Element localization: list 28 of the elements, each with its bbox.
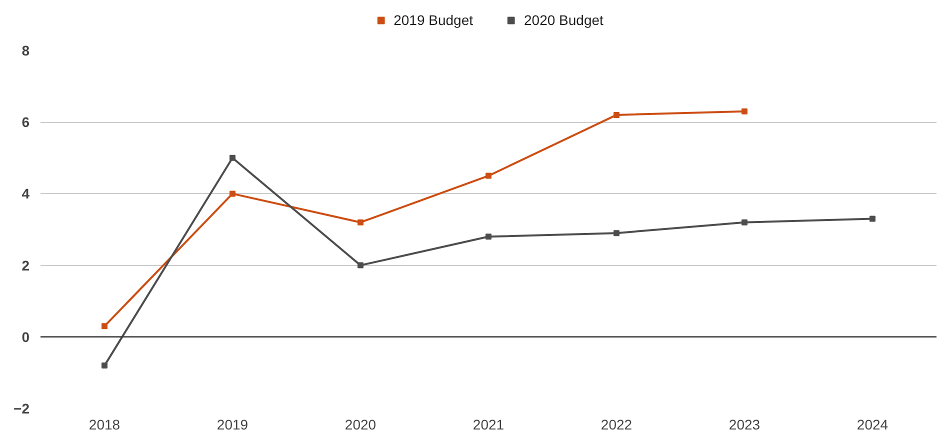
point — [102, 323, 108, 330]
point — [742, 219, 748, 226]
point — [742, 108, 748, 114]
point — [614, 230, 620, 236]
y-tick-label: 4 — [22, 186, 30, 202]
x-tick-label: 2018 — [88, 416, 120, 432]
point — [486, 172, 492, 179]
point — [358, 219, 364, 226]
y-tick-label: 8 — [22, 42, 30, 58]
y-tick-label: −2 — [14, 400, 30, 416]
legend-label: 2019 Budget — [394, 12, 473, 28]
point — [102, 362, 108, 369]
legend-label: 2020 Budget — [524, 12, 604, 28]
x-tick-label: 2019 — [216, 416, 248, 432]
x-tick-label: 2020 — [344, 416, 376, 432]
y-tick-label: 2 — [22, 257, 30, 274]
x-tick-label: 2023 — [728, 416, 760, 432]
point — [358, 262, 364, 268]
point — [614, 112, 620, 118]
point — [230, 154, 236, 161]
point — [230, 190, 236, 197]
x-tick-label: 2022 — [600, 416, 632, 432]
point — [870, 216, 876, 222]
x-tick-label: 2024 — [856, 416, 888, 432]
y-tick-label: 0 — [22, 328, 30, 345]
y-tick-label: 6 — [22, 114, 30, 130]
point — [486, 234, 492, 240]
x-tick-label: 2021 — [472, 416, 504, 432]
